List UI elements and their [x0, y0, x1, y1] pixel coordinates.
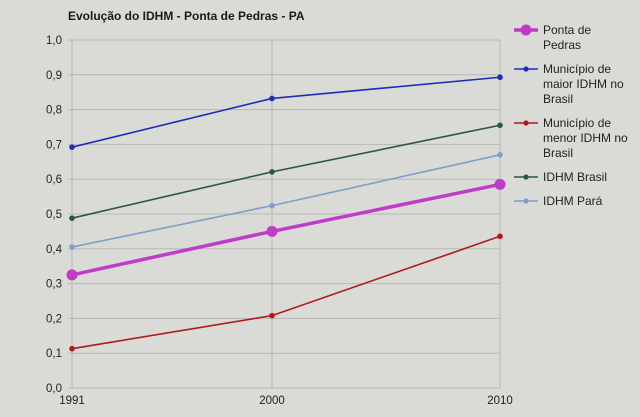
x-axis-ticks: 1991 2000 2010: [59, 395, 513, 407]
legend-marker: [520, 24, 532, 36]
data-point: [497, 233, 503, 240]
data-point: [69, 345, 75, 352]
data-point: [497, 74, 503, 81]
y-tick-label: 0,4: [46, 244, 63, 256]
y-tick-label: 0,3: [46, 279, 62, 291]
legend-marker: [523, 66, 529, 72]
data-point: [266, 225, 278, 237]
y-tick-label: 1,0: [46, 35, 62, 47]
data-point: [497, 122, 503, 129]
y-tick-label: 0,5: [46, 209, 62, 221]
data-point: [269, 312, 275, 319]
y-tick-label: 0,2: [46, 313, 62, 325]
legend-marker: [523, 198, 529, 204]
legend-label: IDHM Pará: [543, 194, 603, 208]
data-point: [494, 178, 506, 190]
y-tick-label: 0,9: [46, 70, 62, 82]
legend-label: Município de menor IDHM no Brasil: [543, 116, 628, 160]
data-point: [269, 95, 275, 102]
x-tick-label: 2010: [487, 395, 513, 407]
legend-marker: [523, 174, 529, 180]
data-point: [69, 244, 75, 250]
legend: Ponta de Pedras Município de maior IDHM no B…: [514, 23, 628, 208]
grid: [68, 39, 501, 389]
series-lines: [66, 74, 506, 352]
data-point: [497, 152, 503, 158]
data-point: [269, 169, 275, 175]
series-line: [71, 124, 501, 219]
y-tick-label: 0,8: [46, 105, 62, 117]
data-point: [69, 144, 75, 150]
y-axis-ticks: 0,0 0,1 0,2 0,3 0,4 0,5 0,6 0,7 0,8 0,9 1,0: [46, 35, 63, 395]
legend-label: Ponta de Pedras: [543, 23, 591, 52]
series-line: [71, 235, 501, 350]
series-line: [71, 182, 501, 277]
y-tick-label: 0,6: [46, 174, 62, 186]
legend-label: Município de maior IDHM no Brasil: [543, 62, 624, 106]
x-tick-label: 1991: [59, 395, 85, 407]
y-tick-label: 0,0: [46, 383, 62, 395]
data-point: [269, 202, 275, 209]
y-tick-label: 0,1: [46, 348, 62, 360]
chart-title: Evolução do IDHM - Ponta de Pedras - PA: [68, 9, 305, 23]
legend-marker: [523, 120, 529, 126]
y-tick-label: 0,7: [46, 139, 62, 151]
data-point: [66, 269, 78, 281]
legend-label: IDHM Brasil: [543, 170, 607, 184]
x-tick-label: 2000: [259, 395, 285, 407]
data-point: [69, 215, 75, 221]
series-line: [71, 76, 501, 148]
